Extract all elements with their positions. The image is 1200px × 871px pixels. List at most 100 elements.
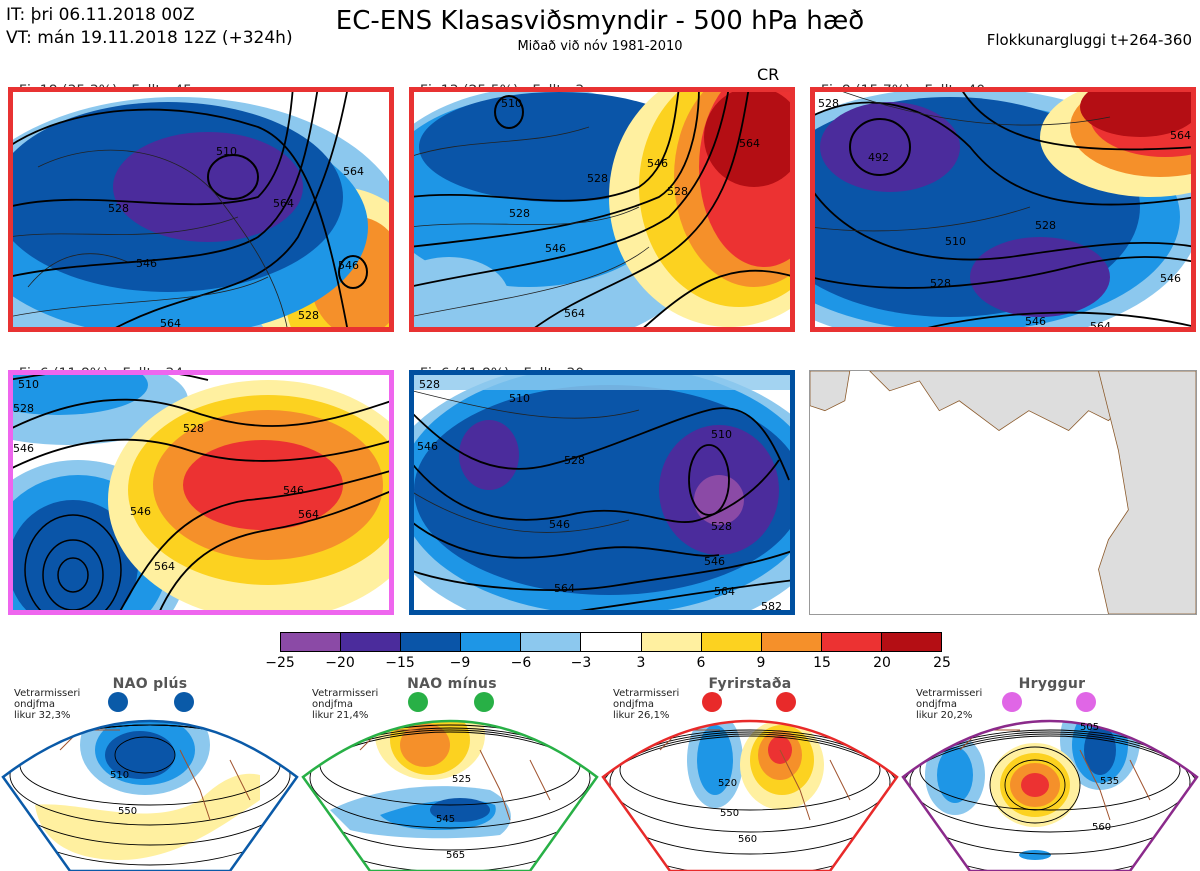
- note-line: likur 32,3%: [14, 710, 71, 721]
- contour-label: 564: [714, 585, 735, 598]
- contour-label: 546: [1025, 315, 1046, 328]
- colorbar-tick: 25: [933, 655, 951, 671]
- contour-label: 546: [704, 555, 725, 568]
- contour-label: 528: [711, 520, 732, 533]
- contour-label: 546: [13, 442, 34, 455]
- regime-contour-label: 525: [452, 774, 471, 785]
- note-line: Vetrarmisseri: [613, 688, 680, 699]
- note-line: ondjfma: [14, 699, 55, 710]
- contour-label: 564: [298, 508, 319, 521]
- colorbar-tick: −6: [510, 655, 532, 671]
- contour-label: 510: [18, 378, 39, 391]
- contour-label: 510: [509, 392, 530, 405]
- colorbar: [280, 632, 942, 652]
- regime-note-ridge: Vetrarmisseri ondjfma likur 20,2%: [916, 688, 982, 721]
- page-subtitle: Miðað við nóv 1981-2010: [517, 39, 683, 54]
- panel-border-3: [810, 87, 1196, 332]
- regime-contour-label: 535: [1100, 776, 1119, 787]
- contour-label: 528: [419, 378, 440, 391]
- regime-map-nao-minus: 525 545 565: [301, 692, 599, 871]
- note-line: likur 26,1%: [613, 710, 670, 721]
- valid-time: VT: mán 19.11.2018 12Z (+324h): [6, 28, 293, 48]
- contour-label: 564: [1170, 129, 1191, 142]
- contour-label: 564: [564, 307, 585, 320]
- contour-label: 546: [1160, 272, 1181, 285]
- contour-label: 528: [667, 185, 688, 198]
- contour-label: 564: [154, 560, 175, 573]
- colorbar-bin: [521, 633, 582, 651]
- note-line: Vetrarmisseri: [312, 688, 379, 699]
- init-time: IT: þri 06.11.2018 00Z: [6, 5, 195, 25]
- colorbar-tick: 6: [696, 655, 706, 671]
- regime-contour-label: 565: [446, 850, 465, 861]
- cluster-map-5: 510 528 546 564 510 528 546 564 528 546 …: [409, 370, 795, 615]
- panel-border-4: [8, 370, 394, 615]
- regime-title-nao-minus: NAO mínus: [407, 676, 497, 692]
- contour-label: 582: [761, 600, 782, 613]
- regime-contour-label: 550: [118, 806, 137, 817]
- contour-label: 546: [136, 257, 157, 270]
- contour-label: 546: [549, 518, 570, 531]
- cluster-map-2: 528 510 528 546 546 564 564 528: [409, 87, 795, 332]
- classification-window: Flokkunargluggi t+264-360: [986, 31, 1192, 49]
- contour-label: 564: [273, 197, 294, 210]
- regime-contour-label: 560: [1092, 822, 1111, 833]
- regime-note-blocking: Vetrarmisseri ondjfma likur 26,1%: [613, 688, 679, 721]
- contour-label: 510: [501, 97, 522, 110]
- colorbar-bin: [281, 633, 342, 651]
- panel-border-1: [8, 87, 394, 332]
- colorbar-bin: [821, 633, 882, 651]
- contour-label: 528: [509, 207, 530, 220]
- regime-map-nao-plus: 510 550: [1, 692, 299, 871]
- regime-map-ridge: 505 535 560: [901, 692, 1199, 871]
- regime-map-blocking: 520 550 560: [601, 692, 899, 871]
- regime-note-nao-plus: Vetrarmisseri ondjfma likur 32,3%: [14, 688, 80, 721]
- colorbar-bin: [461, 633, 522, 651]
- regime-title-ridge: Hryggur: [1018, 676, 1086, 692]
- contour-label: 528: [564, 454, 585, 467]
- regime-title-nao-plus: NAO plús: [112, 676, 188, 692]
- colorbar-tick: −25: [265, 655, 295, 671]
- contour-label: 546: [647, 157, 668, 170]
- contour-label: 564: [554, 582, 575, 595]
- regime-contour-label: 550: [720, 808, 739, 819]
- contour-label: 528: [108, 202, 129, 215]
- cluster-map-1: 510 528 546 564 564 546 564 528: [8, 87, 394, 332]
- regime-title-blocking: Fyrirstaða: [708, 676, 792, 692]
- colorbar-tick: 20: [873, 655, 891, 671]
- colorbar-tick: −15: [385, 655, 415, 671]
- contour-label: 510: [945, 235, 966, 248]
- contour-label: 528: [183, 422, 204, 435]
- colorbar-bin: [401, 633, 462, 651]
- colorbar-tick: 3: [636, 655, 646, 671]
- panel-border-2: [409, 87, 795, 332]
- panel-border-5: [409, 370, 795, 615]
- colorbar-tick: −9: [449, 655, 471, 671]
- regime-contour-label: 545: [436, 814, 455, 825]
- colorbar-bin: [641, 633, 702, 651]
- note-line: ondjfma: [312, 699, 353, 710]
- contour-label: 510: [711, 428, 732, 441]
- regime-contour-label: 510: [110, 770, 129, 781]
- contour-label: 546: [283, 484, 304, 497]
- note-line: Vetrarmisseri: [916, 688, 983, 699]
- contour-label: 528: [930, 277, 951, 290]
- contour-label: 528: [818, 97, 839, 110]
- regime-contour-label: 505: [1080, 722, 1099, 733]
- contour-label: 510: [216, 145, 237, 158]
- contour-label: 546: [338, 259, 359, 272]
- note-line: Vetrarmisseri: [14, 688, 81, 699]
- cluster-map-4: 528 546 564 546 528 510 546 564: [8, 370, 394, 615]
- colorbar-tick: 15: [813, 655, 831, 671]
- note-line: likur 21,4%: [312, 710, 369, 721]
- colorbar-bin: [881, 633, 942, 651]
- note-line: ondjfma: [916, 699, 957, 710]
- page-title: EC-ENS Klasasviðsmyndir - 500 hPa hæð: [335, 6, 865, 36]
- contour-label: 564: [343, 165, 364, 178]
- contour-label: 546: [545, 242, 566, 255]
- contour-label: 528: [587, 172, 608, 185]
- contour-label: 564: [160, 317, 181, 330]
- note-line: ondjfma: [613, 699, 654, 710]
- run-info: IT: þri 06.11.2018 00Z VT: mán 19.11.201…: [6, 4, 293, 50]
- panel-2-tag: CR: [757, 65, 780, 84]
